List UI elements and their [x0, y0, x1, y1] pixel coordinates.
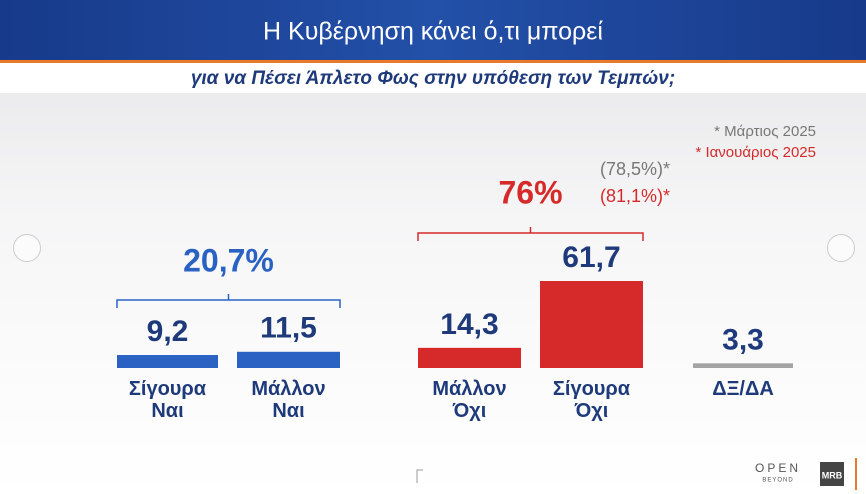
- logo-beyond: BEYOND: [762, 478, 793, 484]
- category-label: ΔΞ/ΔΑ: [712, 378, 774, 400]
- value-label: 11,5: [260, 312, 317, 345]
- chart-subtitle: για να Πέσει Άπλετο Φως στην υπόθεση των…: [191, 68, 675, 89]
- bar: [237, 351, 340, 368]
- group-total: 20,7%: [183, 242, 274, 278]
- bar: [540, 281, 643, 368]
- next-arrow[interactable]: [827, 234, 855, 262]
- bar: [117, 355, 218, 368]
- legend-label: * Μάρτιος 2025: [714, 123, 816, 140]
- chart-title: Η Κυβέρνηση κάνει ό,τι μπορεί: [263, 18, 603, 46]
- logo-open: OPEN: [755, 461, 801, 475]
- value-label: 61,7: [562, 241, 620, 274]
- group-total: 76%: [498, 174, 562, 210]
- value-label: 14,3: [440, 308, 498, 341]
- legend-label: * Ιανουάριος 2025: [695, 144, 816, 161]
- comparison-label: (81,1%)*: [600, 186, 670, 206]
- category-label: Μάλλον Ναι: [251, 378, 326, 422]
- value-label: 3,3: [722, 323, 764, 356]
- value-label: 9,2: [147, 315, 189, 348]
- prev-arrow[interactable]: [13, 234, 41, 262]
- accent-line: [0, 60, 866, 63]
- logo-mrb: MRB: [822, 470, 843, 480]
- logo-box: [820, 462, 844, 486]
- comparison-label: (78,5%)*: [600, 159, 670, 179]
- category-label: Μάλλον Όχι: [432, 378, 507, 422]
- category-label: Σίγουρα Ναι: [128, 378, 207, 422]
- bar: [693, 363, 793, 368]
- subtitle-bar: [0, 63, 866, 93]
- title-bar: [0, 0, 866, 60]
- category-label: Σίγουρα Όχι: [552, 378, 631, 422]
- group-bracket: [116, 294, 341, 308]
- logo-ornament: [416, 469, 423, 483]
- bar: [418, 347, 521, 368]
- group-bracket: [417, 227, 644, 241]
